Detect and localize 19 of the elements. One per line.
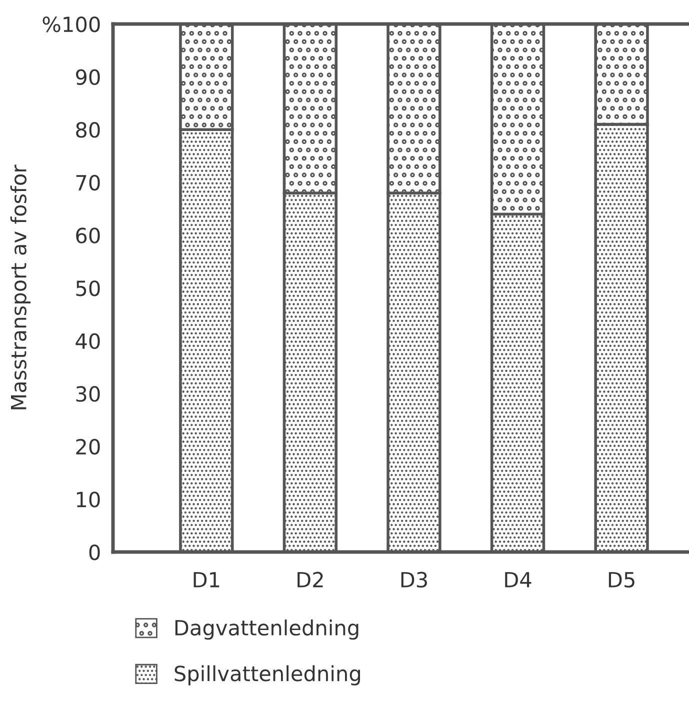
legend-label: Spillvattenledning <box>174 665 360 686</box>
y-tick-label: 10 <box>76 492 100 508</box>
x-tick-label: D2 <box>298 572 323 588</box>
y-tick-label: 60 <box>76 228 100 244</box>
y-tick-label: 20 <box>76 438 100 455</box>
y-tick-label: 70 <box>76 174 100 191</box>
y-tick-label: 0 <box>89 544 100 560</box>
y-tick-label: %100 <box>42 16 100 32</box>
y-tick-label: 50 <box>76 280 100 296</box>
legend-label: Dagvattenledning <box>175 619 358 640</box>
x-tick-label: D5 <box>608 572 634 588</box>
x-tick-label: D4 <box>505 572 532 588</box>
y-tick-label: 90 <box>76 69 100 86</box>
y-tick-label: 80 <box>76 122 100 138</box>
x-tick-label: D1 <box>194 572 220 588</box>
y-tick-label: 30 <box>76 386 100 402</box>
y-axis-title: Masstransport av fosfor <box>10 164 31 410</box>
x-tick-label: D3 <box>401 572 427 588</box>
y-tick-label: 40 <box>76 333 100 350</box>
